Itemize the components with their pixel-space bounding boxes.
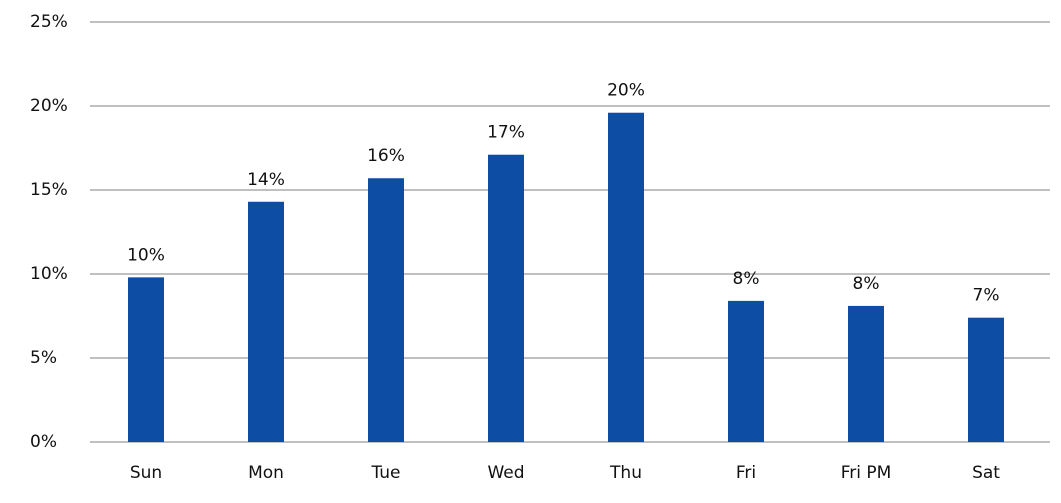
data-label: 8% [853,274,880,294]
bar [368,178,404,443]
bar [608,112,644,442]
x-tick-label: Thu [609,463,642,483]
bar [728,300,764,442]
bar [848,305,884,442]
bar [488,154,524,442]
y-tick-label: 20% [30,96,68,116]
bar [248,201,284,442]
data-label: 14% [247,170,285,190]
x-tick-label: Fri [736,463,756,483]
data-label: 17% [487,123,525,143]
data-label: 10% [127,245,165,265]
data-label: 8% [733,269,760,289]
y-tick-label: 15% [30,180,68,200]
x-tick-label: Fri PM [841,463,892,483]
x-tick-label: Sun [130,463,162,483]
bar [128,277,164,442]
bar [968,317,1004,442]
y-tick-label: 10% [30,264,68,284]
x-tick-label: Sat [972,463,1000,483]
data-label: 7% [973,286,1000,306]
x-tick-label: Wed [487,463,524,483]
y-tick-label: 0% [30,432,57,452]
x-tick-label: Tue [370,463,400,483]
data-label: 16% [367,146,405,166]
y-tick-label: 5% [30,348,57,368]
x-tick-label: Mon [248,463,284,483]
y-tick-label: 25% [30,12,68,32]
data-label: 20% [607,81,645,101]
